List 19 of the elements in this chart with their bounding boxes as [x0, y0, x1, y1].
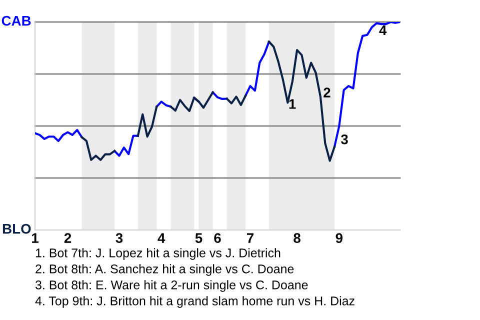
text: 1. Bot 7th: J. Lopez hit a single vs J. Dietrich: [36, 248, 280, 260]
x-tick-label: 8: [294, 233, 300, 243]
annotation: 4: [379, 25, 387, 35]
x-tick-label: 3: [116, 233, 123, 243]
x-tick-label: 4: [158, 233, 166, 243]
text: 3. Bot 8th: E. Ware hit a 2-run single vs C. Doane: [35, 280, 308, 292]
text: CAB: [2, 16, 31, 26]
x-tick-label: 9: [336, 233, 343, 243]
text: 2. Bot 8th: A. Sanchez hit a single vs C. Doane: [36, 264, 294, 276]
x-tick-label: 1: [32, 233, 38, 243]
annotation: 2: [324, 88, 330, 98]
text: 4. Top 9th: J. Britton hit a grand slam home run vs H. Diaz: [35, 296, 354, 308]
text: BLO: [2, 224, 31, 234]
x-tick-label: 2: [64, 233, 72, 243]
annotation: 3: [340, 134, 348, 144]
x-tick-label: 6: [214, 233, 221, 243]
x-tick-label: 5: [195, 233, 202, 243]
x-tick-label: 7: [246, 233, 254, 243]
annotation: 1: [289, 99, 296, 109]
